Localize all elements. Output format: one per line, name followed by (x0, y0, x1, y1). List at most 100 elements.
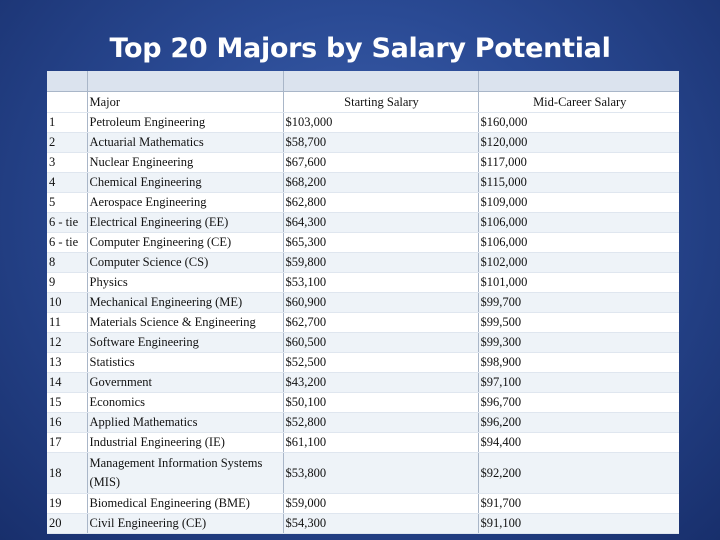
header-bar-cell (282, 71, 478, 92)
rank-cell: 1 (47, 112, 87, 133)
major-cell: Electrical Engineering (EE) (86, 212, 283, 233)
major-cell: Applied Mathematics (86, 412, 283, 433)
mid-career-salary-cell: $94,400 (477, 432, 679, 453)
rank-cell: 8 (47, 252, 87, 273)
starting-salary-cell: $53,100 (282, 272, 478, 293)
table-header-bar (47, 71, 679, 92)
table-row: 18 Management Information Systems (MIS) $5… (47, 452, 679, 494)
table-row: 12 Software Engineering $60,500 $99,300 (47, 332, 679, 353)
starting-salary-cell: $60,500 (282, 332, 478, 353)
table-row: 8 Computer Science (CS) $59,800 $102,000 (47, 252, 679, 273)
major-cell: Management Information Systems (MIS) (86, 452, 283, 494)
mid-career-salary-cell: $98,900 (477, 352, 679, 373)
mid-career-salary-cell: $96,200 (477, 412, 679, 433)
major-cell: Government (86, 372, 283, 393)
column-header-row: Major Starting Salary Mid-Career Salary (47, 91, 679, 113)
mid-career-salary-cell: $99,500 (477, 312, 679, 333)
table-row: 20 Civil Engineering (CE) $54,300 $91,100 (47, 513, 679, 534)
starting-salary-cell: $59,800 (282, 252, 478, 273)
starting-salary-cell: $67,600 (282, 152, 478, 173)
mid-career-salary-cell: $106,000 (477, 212, 679, 233)
rank-cell: 9 (47, 272, 87, 293)
header-bar-cell (477, 71, 679, 92)
major-cell: Materials Science & Engineering (86, 312, 283, 333)
table-row: 3 Nuclear Engineering $67,600 $117,000 (47, 152, 679, 173)
slide-title: Top 20 Majors by Salary Potential (109, 33, 611, 64)
rank-cell: 11 (47, 312, 87, 333)
starting-salary-cell: $54,300 (282, 513, 478, 534)
starting-salary-cell: $43,200 (282, 372, 478, 393)
salary-table: Major Starting Salary Mid-Career Salary … (47, 71, 679, 534)
table-row: 13 Statistics $52,500 $98,900 (47, 352, 679, 373)
major-cell: Industrial Engineering (IE) (86, 432, 283, 453)
rank-cell: 19 (47, 493, 87, 514)
starting-salary-column-header: Starting Salary (282, 91, 478, 113)
mid-career-salary-cell: $115,000 (477, 172, 679, 193)
table-row: 19 Biomedical Engineering (BME) $59,000 $91… (47, 493, 679, 514)
starting-salary-cell: $60,900 (282, 292, 478, 313)
starting-salary-cell: $64,300 (282, 212, 478, 233)
rank-cell: 17 (47, 432, 87, 453)
starting-salary-cell: $103,000 (282, 112, 478, 133)
table-row: 4 Chemical Engineering $68,200 $115,000 (47, 172, 679, 193)
table-row: 2 Actuarial Mathematics $58,700 $120,000 (47, 132, 679, 153)
table-row: 9 Physics $53,100 $101,000 (47, 272, 679, 293)
table-row: 11 Materials Science & Engineering $62,700… (47, 312, 679, 333)
header-bar-cell (47, 71, 87, 92)
mid-career-salary-cell: $91,100 (477, 513, 679, 534)
major-cell: Aerospace Engineering (86, 192, 283, 213)
rank-cell: 2 (47, 132, 87, 153)
mid-career-salary-cell: $92,200 (477, 452, 679, 494)
mid-career-salary-cell: $106,000 (477, 232, 679, 253)
header-bar-cell (86, 71, 283, 92)
starting-salary-cell: $53,800 (282, 452, 478, 494)
major-cell: Economics (86, 392, 283, 413)
mid-career-salary-cell: $160,000 (477, 112, 679, 133)
mid-career-salary-cell: $99,700 (477, 292, 679, 313)
starting-salary-cell: $58,700 (282, 132, 478, 153)
starting-salary-cell: $65,300 (282, 232, 478, 253)
major-cell: Chemical Engineering (86, 172, 283, 193)
major-cell: Software Engineering (86, 332, 283, 353)
mid-career-salary-column-header: Mid-Career Salary (477, 91, 679, 113)
table-row: 15 Economics $50,100 $96,700 (47, 392, 679, 413)
table-row: 10 Mechanical Engineering (ME) $60,900 $99,… (47, 292, 679, 313)
major-cell: Civil Engineering (CE) (86, 513, 283, 534)
starting-salary-cell: $50,100 (282, 392, 478, 413)
major-cell: Physics (86, 272, 283, 293)
table-row: 17 Industrial Engineering (IE) $61,100 $94,… (47, 432, 679, 453)
mid-career-salary-cell: $97,100 (477, 372, 679, 393)
starting-salary-cell: $62,800 (282, 192, 478, 213)
rank-cell: 4 (47, 172, 87, 193)
mid-career-salary-cell: $91,700 (477, 493, 679, 514)
major-cell: Computer Engineering (CE) (86, 232, 283, 253)
table-row: 5 Aerospace Engineering $62,800 $109,000 (47, 192, 679, 213)
major-cell: Biomedical Engineering (BME) (86, 493, 283, 514)
mid-career-salary-cell: $101,000 (477, 272, 679, 293)
table-row: 14 Government $43,200 $97,100 (47, 372, 679, 393)
starting-salary-cell: $68,200 (282, 172, 478, 193)
mid-career-salary-cell: $109,000 (477, 192, 679, 213)
mid-career-salary-cell: $99,300 (477, 332, 679, 353)
mid-career-salary-cell: $120,000 (477, 132, 679, 153)
rank-cell: 3 (47, 152, 87, 173)
rank-cell: 10 (47, 292, 87, 313)
rank-column-header (47, 91, 87, 113)
rank-cell: 5 (47, 192, 87, 213)
major-column-header: Major (86, 91, 283, 113)
major-cell: Computer Science (CS) (86, 252, 283, 273)
starting-salary-cell: $52,500 (282, 352, 478, 373)
salary-table-grid: Major Starting Salary Mid-Career Salary … (47, 71, 679, 534)
table-row: 1 Petroleum Engineering $103,000 $160,000 (47, 112, 679, 133)
table-row: 6 - tie Electrical Engineering (EE) $64,30… (47, 212, 679, 233)
major-cell: Nuclear Engineering (86, 152, 283, 173)
rank-cell: 6 - tie (47, 232, 87, 253)
major-cell: Actuarial Mathematics (86, 132, 283, 153)
rank-cell: 18 (47, 452, 87, 494)
rank-cell: 6 - tie (47, 212, 87, 233)
rank-cell: 13 (47, 352, 87, 373)
rank-cell: 20 (47, 513, 87, 534)
mid-career-salary-cell: $96,700 (477, 392, 679, 413)
rank-cell: 12 (47, 332, 87, 353)
mid-career-salary-cell: $102,000 (477, 252, 679, 273)
